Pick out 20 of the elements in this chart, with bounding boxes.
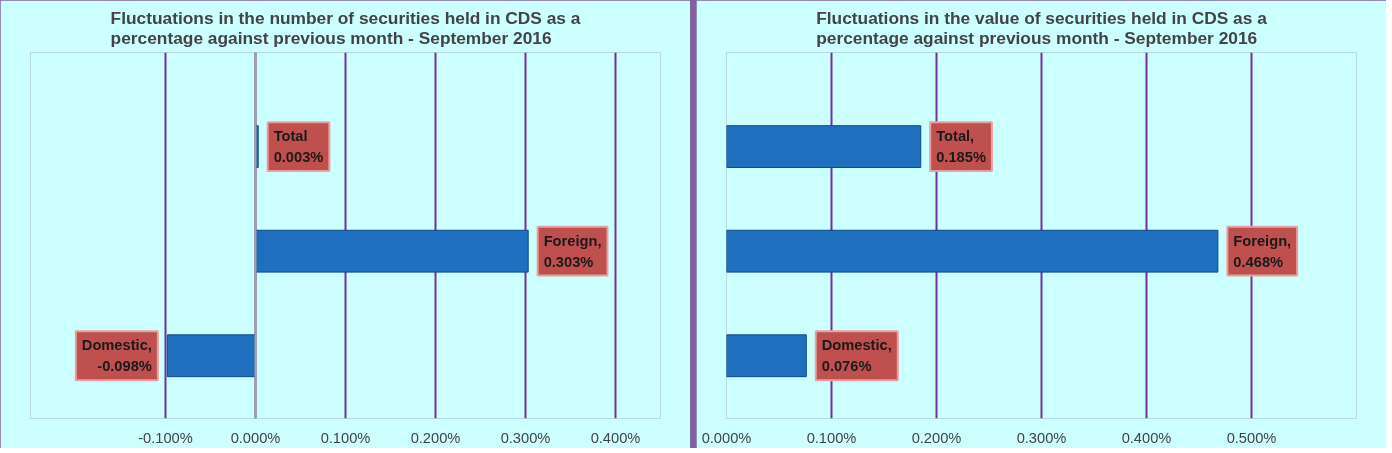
- data-label: Total 0.003%: [273, 128, 324, 166]
- data-label: Domestic, -0.098%: [81, 337, 152, 375]
- chart-title: Fluctuations in the value of securities held in CDS as a percentage against previous month - September 2016: [816, 7, 1268, 48]
- x-tick-label: 0.100%: [806, 429, 857, 446]
- x-tick-label: 0.400%: [590, 429, 641, 446]
- data-label: Foreign, 0.303%: [543, 232, 602, 270]
- x-tick-label: -0.100%: [138, 429, 193, 446]
- x-tick-label: 0.300%: [1016, 429, 1067, 446]
- chart-title: Fluctuations in the number of securities held in CDS as a percentage against previous month - September 2016: [110, 7, 581, 48]
- x-tick-label: 0.000%: [701, 429, 752, 446]
- x-tick-label: 0.100%: [320, 429, 371, 446]
- x-tick-label: 0.200%: [410, 429, 461, 446]
- data-label: Total, 0.185%: [936, 128, 986, 166]
- x-tick-label: 0.400%: [1121, 429, 1172, 446]
- x-tick-label: 0.300%: [500, 429, 551, 446]
- data-label: Domestic, 0.076%: [821, 337, 892, 375]
- data-label: Foreign, 0.468%: [1233, 232, 1292, 270]
- x-tick-label: 0.000%: [230, 429, 281, 446]
- x-tick-label: 0.200%: [911, 429, 962, 446]
- x-tick-label: 0.500%: [1226, 429, 1277, 446]
